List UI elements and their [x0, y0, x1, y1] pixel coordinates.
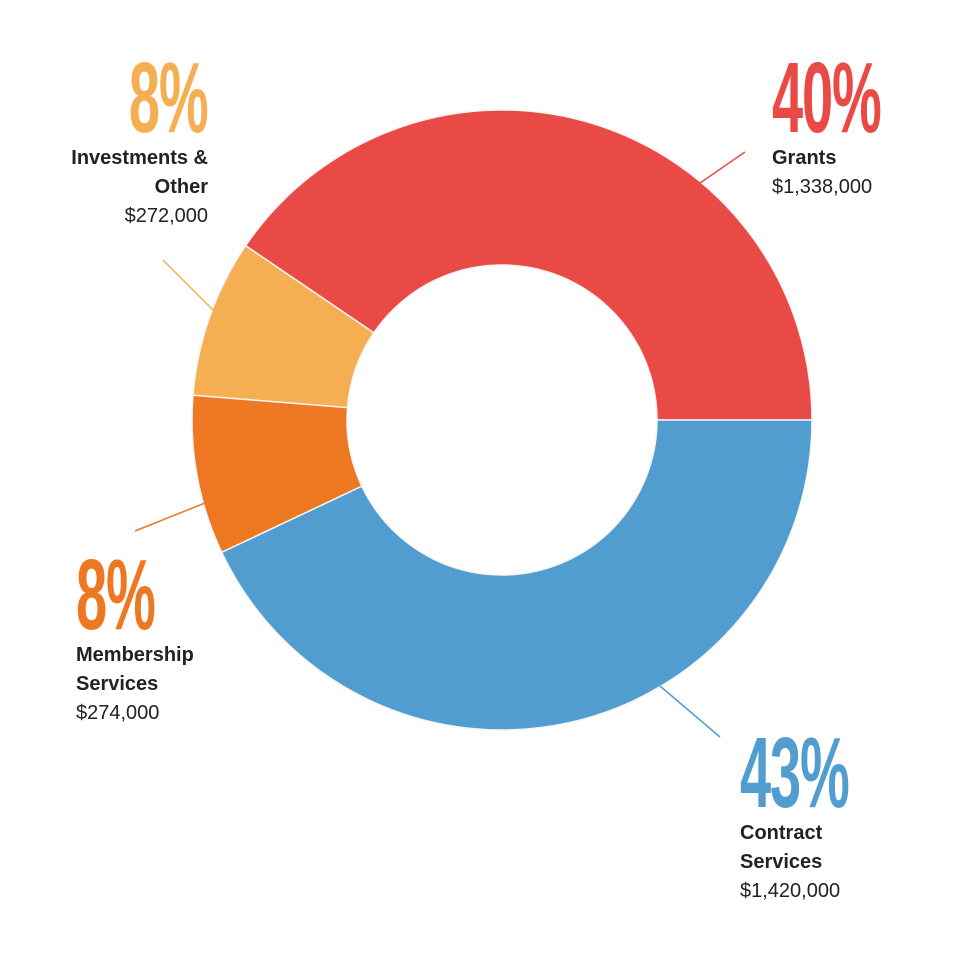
- category-label: Grants: [772, 147, 837, 169]
- category-label: Investments & Other: [71, 147, 208, 198]
- slice-label: 8% Membership Services $274,000: [76, 539, 226, 728]
- value-label: $274,000: [76, 702, 160, 724]
- leader-line: [162, 259, 214, 311]
- slice-label: 8% Investments & Other $272,000: [58, 42, 209, 231]
- percent-label-row: 40%: [772, 42, 922, 154]
- percent-label: 43%: [740, 717, 850, 829]
- category-label: Contract Services: [740, 822, 823, 873]
- value-label: $1,420,000: [740, 880, 841, 902]
- percent-label-row: 8%: [76, 539, 226, 651]
- percent-label: 8%: [129, 42, 209, 154]
- category-label: Membership Services: [76, 644, 194, 695]
- leader-line: [134, 502, 206, 532]
- percent-label: 40%: [772, 42, 882, 154]
- value-label: $272,000: [124, 205, 208, 227]
- percent-label-row: 43%: [740, 717, 890, 829]
- slice: [220, 419, 813, 731]
- slice: [244, 109, 813, 421]
- slice-label: 40% Grants $1,338,000: [772, 42, 922, 202]
- percent-label-row: 8%: [58, 42, 209, 154]
- leader-line: [659, 685, 721, 738]
- slice-label: 43% Contract Services $1,420,000: [740, 717, 890, 906]
- slices: [191, 109, 813, 731]
- leader-line: [699, 151, 746, 184]
- value-label: $1,338,000: [772, 176, 873, 198]
- percent-label: 8%: [76, 539, 156, 651]
